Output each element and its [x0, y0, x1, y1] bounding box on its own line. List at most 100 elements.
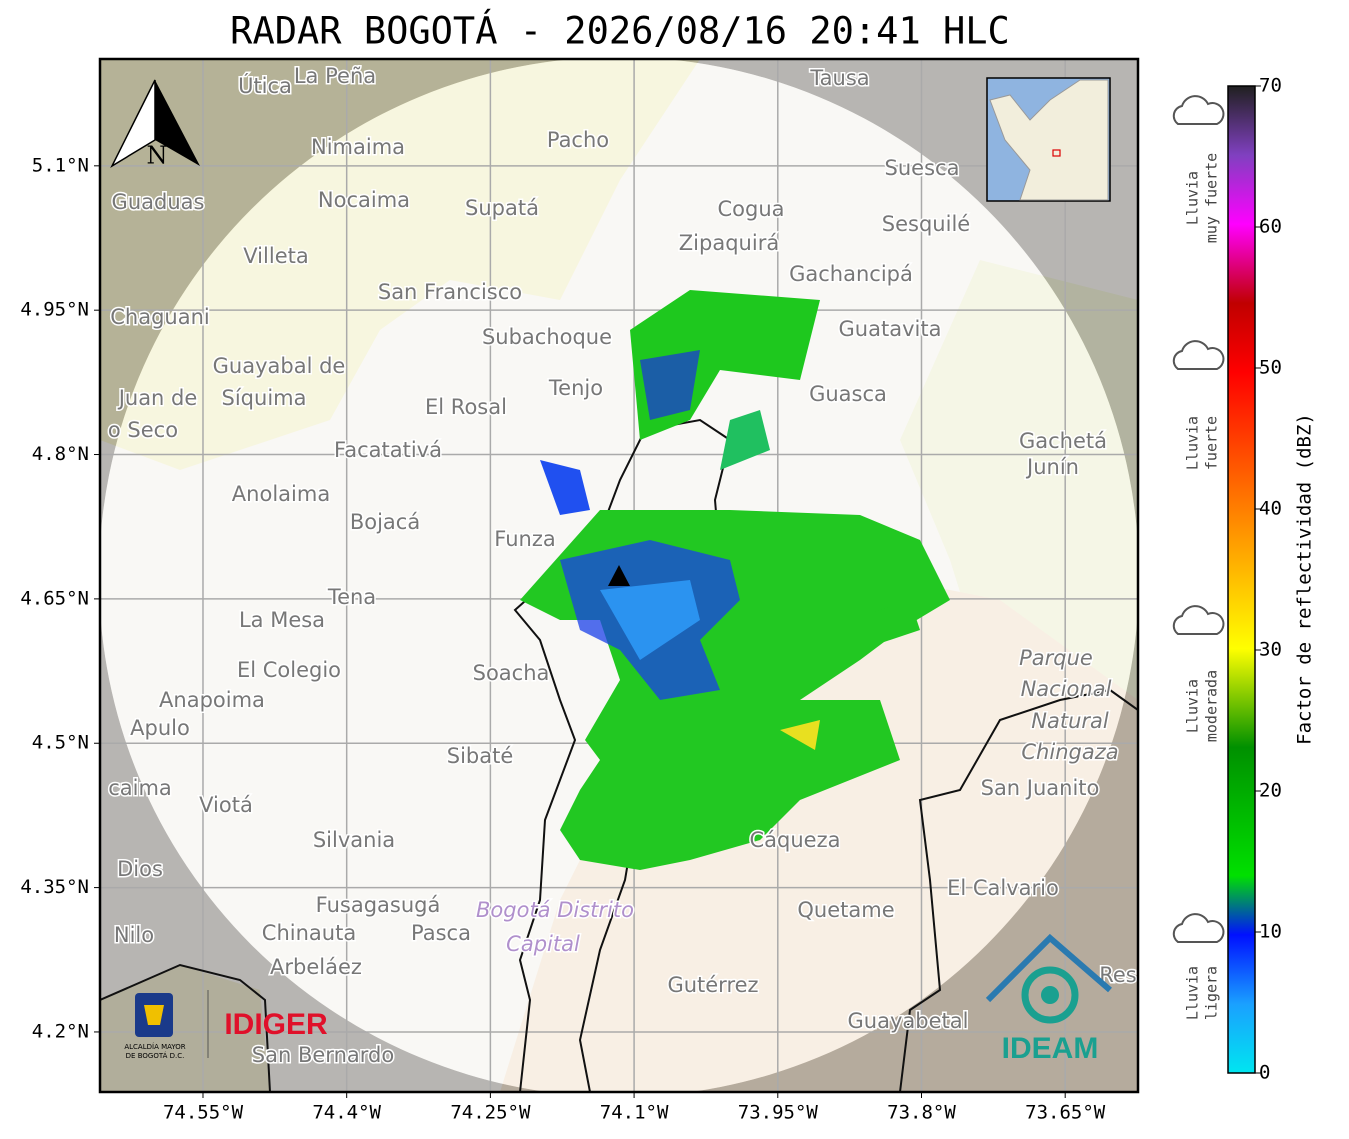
place-label: Funza [494, 527, 555, 551]
place-label: Capital [506, 932, 580, 956]
place-label: Zipaquirá [679, 231, 779, 255]
colorbar-tick-label: 50 [1259, 357, 1282, 379]
place-label: Bogotá Distrito [476, 898, 634, 922]
place-label: Nimaima [311, 135, 405, 159]
place-label: Gachetá [1019, 429, 1107, 453]
place-label: Guayabetal [848, 1009, 969, 1033]
colorbar-tick-label: 0 [1259, 1062, 1270, 1084]
map-frame [98, 57, 1140, 1094]
y-tick-label: 4.2°N [32, 1020, 89, 1042]
place-label: Anolaima [232, 482, 330, 506]
place-label: Guayabal de [213, 354, 346, 378]
place-label: Nacional [1021, 677, 1112, 701]
rain-label: Lluvia [1184, 679, 1202, 733]
x-tick-label: 74.55°W [163, 1102, 244, 1124]
rain-icon [1172, 95, 1225, 125]
place-label: Viotá [199, 793, 253, 817]
place-label: Chingaza [1021, 740, 1118, 764]
place-label: Villeta [243, 244, 308, 268]
radar-site [608, 565, 630, 586]
place-label: Apulo [130, 716, 190, 740]
x-tick-label: 73.65°W [1025, 1102, 1106, 1124]
x-tick-label: 73.8°W [887, 1102, 956, 1124]
place-label: Chaguani [110, 305, 210, 329]
place-label: Bojacá [350, 510, 420, 534]
place-label: San Juanito [981, 776, 1100, 800]
colorbar-tick-label: 60 [1259, 216, 1282, 238]
rain-label: Lluvia [1184, 416, 1202, 470]
place-label: Guaduas [112, 190, 205, 214]
place-label: La Mesa [239, 608, 325, 632]
colorbar-tick-label: 70 [1259, 75, 1282, 97]
place-label: Supatá [465, 196, 539, 220]
place-label: Pacho [547, 128, 609, 152]
place-label: Chinauta [262, 921, 356, 945]
place-label: Arbeláez [270, 955, 362, 979]
place-label: Útica [238, 73, 292, 98]
place-label: Pasca [411, 921, 471, 945]
place-label: Res [1099, 963, 1137, 987]
place-label: Dios [117, 857, 163, 881]
place-label: Subachoque [482, 325, 612, 349]
logo-idiger: IDIGER [224, 1008, 328, 1041]
place-label: Tenjo [548, 376, 603, 400]
colorbar-label: Factor de reflectividad (dBZ) [1294, 413, 1316, 745]
rain-label: muy fuerte [1203, 153, 1221, 243]
colorbar-tick-label: 40 [1259, 498, 1282, 520]
place-label: Guasca [809, 382, 887, 406]
rain-label: ligera [1203, 966, 1221, 1020]
place-label: Gutérrez [667, 973, 758, 997]
place-label: El Rosal [425, 395, 507, 419]
x-tick-label: 73.95°W [738, 1102, 819, 1124]
place-label: San Bernardo [252, 1043, 394, 1067]
map: Útica La Peña Tausa Pacho Nimaima Suesca Guadu… [100, 59, 1138, 1092]
y-tick-label: 4.35°N [20, 876, 89, 898]
place-label: Fusagasugá [316, 893, 441, 917]
rain-label: Lluvia [1184, 171, 1202, 225]
north-label: N [147, 142, 168, 170]
colorbar-tick-label: 30 [1259, 639, 1282, 661]
place-label: Natural [1031, 709, 1109, 733]
rain-icon [1172, 340, 1225, 370]
place-label: Suesca [885, 156, 960, 180]
place-label: Tausa [809, 66, 869, 90]
logo-ideam-text: IDEAM [1002, 1032, 1099, 1065]
x-tick-label: 74.4°W [312, 1102, 381, 1124]
place-label: Silvania [313, 828, 395, 852]
place-label: Guatavita [839, 317, 942, 341]
y-tick-label: 4.65°N [20, 587, 89, 609]
rain-icon [1172, 605, 1225, 635]
place-label: Soacha [473, 661, 550, 685]
place-label: Gachancipá [789, 262, 913, 286]
y-tick-label: 4.8°N [32, 443, 89, 465]
logo-alcaldia: ALCALDÍA MAYOR DE BOGOTÁ D.C. IDIGER [124, 990, 328, 1060]
place-label: Sibaté [447, 744, 514, 768]
place-label: Junín [1025, 455, 1079, 479]
place-label: San Francisco [378, 280, 522, 304]
rain-label: Lluvia [1184, 966, 1202, 1020]
inset-map [986, 77, 1111, 202]
title: RADAR BOGOTÁ - 2026/08/16 20:41 HLC [230, 9, 1010, 53]
place-label: caima [108, 776, 172, 800]
logo-ideam: IDEAM [985, 933, 1112, 1065]
logo-text: ALCALDÍA MAYOR [124, 1042, 185, 1051]
rain-label: moderada [1203, 670, 1221, 742]
place-label: Cogua [717, 197, 784, 221]
place-label: Cáqueza [750, 828, 841, 852]
place-label: El Colegio [237, 658, 341, 682]
place-label: Tena [327, 585, 376, 609]
y-tick-label: 5.1°N [32, 154, 89, 176]
x-tick-label: 74.1°W [600, 1102, 669, 1124]
y-tick-label: 4.95°N [20, 299, 89, 321]
place-label: Parque [1019, 646, 1093, 670]
rain-icon [1172, 913, 1225, 943]
rain-label: fuerte [1203, 416, 1221, 470]
logo-text: DE BOGOTÁ D.C. [126, 1051, 185, 1060]
colorbar-tick-label: 20 [1259, 780, 1282, 802]
colorbar [1227, 85, 1256, 1074]
place-label: Facatativá [334, 438, 442, 462]
place-label: El Calvario [947, 876, 1059, 900]
place-label: La Peña [294, 64, 376, 88]
y-tick-label: 4.5°N [32, 732, 89, 754]
